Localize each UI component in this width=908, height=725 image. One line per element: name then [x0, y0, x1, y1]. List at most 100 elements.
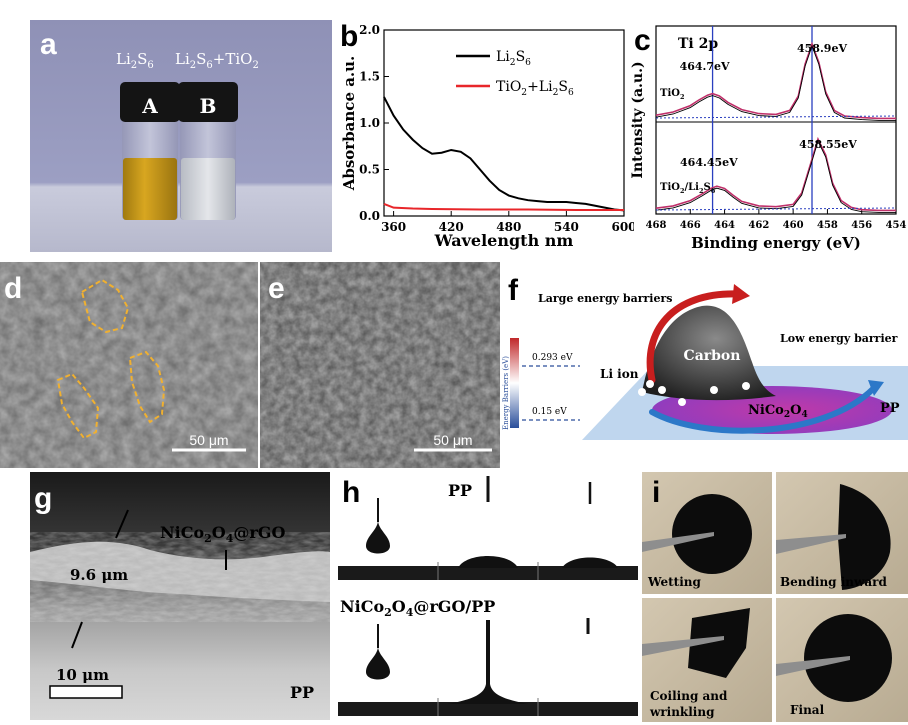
large-barrier-arrow	[646, 290, 742, 384]
tweezers	[776, 656, 850, 676]
series-line	[383, 96, 625, 212]
agglomerate-outline	[80, 278, 130, 334]
peak-label: 458.9eV	[797, 42, 847, 55]
panel-f: 0.293 eV 0.15 eV Energy Barriers (eV) La…	[502, 262, 908, 468]
legend-label: Li2S6	[496, 49, 531, 68]
x-tick-label: 468	[646, 220, 667, 231]
carbon-label: Carbon	[684, 348, 741, 364]
thickness-arrow-top	[115, 509, 129, 539]
coating-label: NiCo2O4@rGO	[160, 523, 285, 545]
scale-bar-label: 10 μm	[56, 666, 109, 684]
flexibility-photos: Wetting Bending inward Coiling and wrink…	[642, 472, 908, 722]
agglomerate-outline	[56, 372, 100, 440]
panel-b: 360 420 480 540 600 0.0 0.5 1.0 1.5 2.0 Wavelength…	[338, 20, 634, 260]
y-tick-label: 1.5	[359, 70, 380, 84]
y-axis-title: Absorbance a.u.	[340, 56, 358, 192]
droplet-hanging	[366, 520, 390, 554]
low-barrier-arrow	[649, 385, 877, 434]
x-tick-label: 456	[851, 220, 872, 231]
vial-b-cap	[178, 82, 238, 122]
substrate-label: PP	[290, 683, 314, 702]
x-tick-label: 466	[680, 220, 701, 231]
vial-b-title: Li2S6+TiO2	[175, 50, 259, 71]
droplet-spreading	[448, 620, 528, 704]
raw-spectrum	[655, 44, 896, 121]
sem-image-d: 50 μm	[0, 262, 258, 468]
coated-surface	[338, 702, 638, 716]
x-tick-label: 600	[611, 220, 634, 234]
x-tick-label: 540	[554, 220, 579, 234]
level-low-label: 0.15 eV	[532, 407, 567, 417]
panel-label-f: f	[508, 274, 518, 307]
cross-section-sem: 9.6 μm NiCo2O4@rGO 10 μm PP	[30, 472, 330, 720]
pp-surface	[338, 566, 638, 580]
coated-row-label: NiCo2O4@rGO/PP	[340, 597, 495, 619]
droplet-sessile	[562, 557, 618, 568]
bending-label: Bending inward	[780, 575, 887, 589]
y-tick-label: 0.0	[359, 209, 380, 223]
agglomerate-outline	[128, 350, 166, 424]
peak-label: 464.45eV	[680, 156, 738, 169]
wrinkling-label: wrinkling	[649, 705, 715, 719]
chart-title: Ti 2p	[678, 36, 718, 52]
large-barrier-label: Large energy barriers	[538, 292, 672, 305]
li-ion	[678, 398, 686, 406]
thickness-label: 9.6 μm	[70, 566, 128, 584]
peak-label: 458.55eV	[799, 138, 857, 151]
baseline	[655, 115, 897, 119]
energy-barrier-scale	[510, 338, 519, 428]
panel-label-d: d	[4, 272, 23, 305]
y-axis-title: Intensity (a.u.)	[630, 61, 646, 178]
raw-spectrum	[655, 139, 896, 213]
energy-barrier-schematic: 0.293 eV 0.15 eV Energy Barriers (eV) La…	[502, 284, 908, 440]
y-tick-label: 2.0	[359, 23, 380, 37]
scale-bar	[49, 685, 123, 699]
large-barrier-arrowhead	[732, 284, 750, 304]
panel-label-h: h	[342, 476, 361, 509]
y-tick-label: 0.5	[359, 163, 380, 177]
membrane-disc-bent	[838, 484, 891, 590]
y-tick-label: 1.0	[359, 116, 380, 130]
subplot-label: TiO2/Li2S6	[660, 182, 716, 195]
low-barrier-arrowhead	[868, 380, 884, 396]
li-ion	[742, 382, 750, 390]
wetting-label: Wetting	[647, 575, 702, 589]
vial-a-cap	[120, 82, 180, 122]
scale-bar-label: 50 μm	[189, 432, 228, 448]
series-line	[383, 202, 624, 211]
level-high-label: 0.293 eV	[532, 353, 573, 363]
panel-h: PP NiCo2O4@rGO/PP	[338, 472, 638, 720]
panel-label-b: b	[340, 20, 359, 53]
sem-image-e: 50 μm	[260, 262, 500, 468]
xps-chart: 468 466 464 462 460 458 456 454 Binding energy (…	[630, 25, 906, 252]
x-tick-label: 460	[783, 220, 804, 231]
droplet-sessile	[458, 556, 518, 568]
panel-label-g: g	[34, 482, 53, 515]
low-barrier-label: Low energy barrier	[780, 332, 898, 345]
pp-row-label: PP	[448, 481, 472, 500]
panel-e: 50 μm	[260, 262, 500, 468]
x-tick-label: 458	[817, 220, 838, 231]
tweezers	[642, 532, 714, 552]
li-ion	[638, 388, 646, 396]
li-ion	[710, 386, 718, 394]
fit-envelope	[655, 136, 896, 212]
tweezers	[776, 534, 846, 554]
vial-a-title: Li2S6	[116, 50, 154, 71]
x-tick-label: 464	[714, 220, 735, 231]
x-axis-title: Binding energy (eV)	[691, 234, 861, 252]
panel-label-i: i	[652, 476, 661, 509]
peak-label: 464.7eV	[680, 60, 730, 73]
subplot-label: TiO2	[660, 88, 684, 101]
vial-photo: A B Li2S6 Li2S6+TiO2	[30, 20, 332, 252]
panel-i: Wetting Bending inward Coiling and wrink…	[642, 472, 908, 722]
li-ion	[646, 380, 654, 388]
panel-a: A B Li2S6 Li2S6+TiO2	[30, 20, 332, 252]
contact-angle-images: PP NiCo2O4@rGO/PP	[338, 472, 638, 720]
vial-a-liquid	[123, 158, 177, 220]
x-tick-label: 462	[748, 220, 769, 231]
droplet-hanging	[366, 646, 390, 680]
x-axis-title: Wavelength nm	[434, 231, 574, 250]
panel-c: 468 466 464 462 460 458 456 454 Binding energy (…	[628, 20, 908, 260]
legend-label: TiO2+Li2S6	[496, 79, 574, 98]
